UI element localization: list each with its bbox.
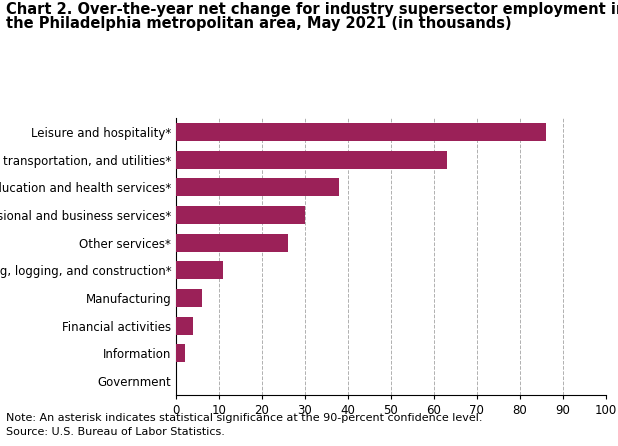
Bar (176, 206, 305, 224)
Text: Chart 2. Over-the-year net change for industry supersector employment in: Chart 2. Over-the-year net change for in… (6, 2, 618, 17)
Bar (176, 151, 447, 169)
Text: Note: An asterisk indicates statistical significance at the 90-percent confidenc: Note: An asterisk indicates statistical … (6, 413, 483, 422)
Bar (176, 289, 202, 307)
Bar (176, 123, 546, 141)
Bar (176, 261, 223, 279)
Text: Source: U.S. Bureau of Labor Statistics.: Source: U.S. Bureau of Labor Statistics. (6, 427, 225, 437)
Bar (176, 178, 339, 196)
Bar (176, 317, 193, 334)
Text: the Philadelphia metropolitan area, May 2021 (in thousands): the Philadelphia metropolitan area, May … (6, 16, 512, 31)
Bar (176, 344, 185, 362)
Bar (176, 234, 288, 252)
